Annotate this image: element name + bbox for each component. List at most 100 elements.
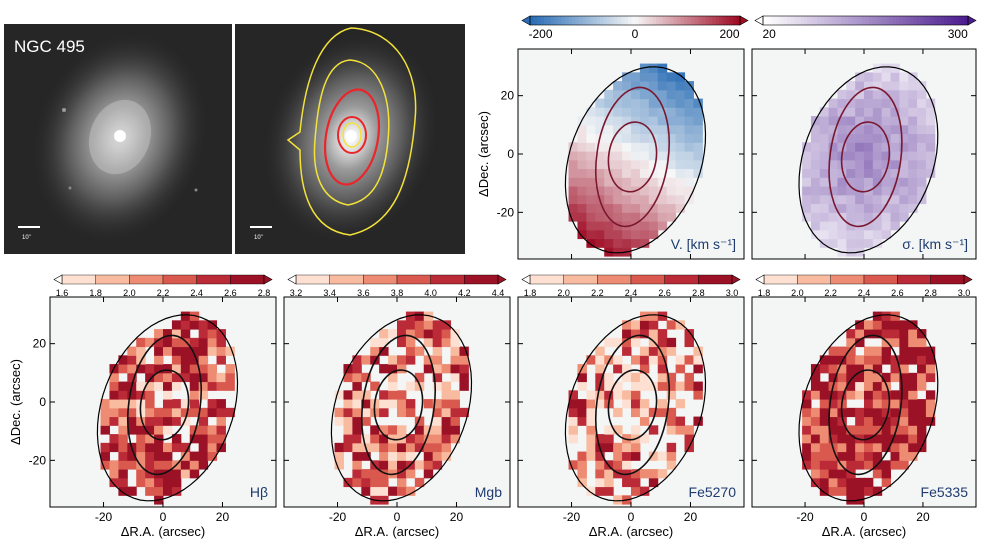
map-pixel (925, 142, 936, 152)
map-pixel (631, 72, 641, 82)
map-pixel (459, 355, 469, 365)
map-pixel (872, 133, 883, 143)
map-pixel (397, 407, 407, 418)
map-pixel (586, 133, 596, 143)
map-pixel (837, 364, 847, 374)
map-pixel (881, 81, 892, 91)
map-pixel (216, 416, 226, 426)
contour-outer (286, 27, 417, 236)
map-pixel (189, 337, 200, 348)
map-pixel (180, 451, 191, 461)
map-pixel (441, 416, 452, 426)
map-pixel (604, 116, 614, 126)
map-pixel (604, 337, 614, 348)
map-pixel (631, 203, 641, 213)
colorbar-tick-label: 200 (719, 27, 739, 41)
map-pixel (881, 407, 892, 418)
map-pixel (819, 434, 830, 444)
map-pixel (225, 372, 235, 383)
map-pixel (379, 460, 389, 470)
colorbar-segment (701, 16, 706, 25)
colorbar-segment (575, 16, 580, 25)
map-pixel (802, 425, 812, 435)
map-pixel (198, 381, 209, 391)
colorbar-segment (892, 16, 897, 25)
map-pixel (388, 381, 398, 391)
map-pixel (604, 425, 614, 435)
colorbar-segment (786, 16, 791, 25)
map-pixel (595, 124, 605, 135)
map-pixel (189, 372, 200, 383)
map-pixel (846, 124, 856, 135)
map-pixel (908, 89, 918, 100)
map-pixel (675, 116, 686, 126)
map-pixel (828, 177, 838, 187)
map-pixel (613, 238, 623, 248)
colorbar-segment (568, 16, 573, 25)
map-pixel (908, 116, 918, 126)
colorbar-tick-label: 1.8 (89, 288, 102, 298)
map-pixel (684, 89, 694, 100)
map-pixel (802, 168, 812, 178)
map-pixel (127, 390, 137, 400)
map-pixel (154, 381, 164, 391)
map-pixel (899, 151, 909, 161)
colorbar-arrow-right (731, 274, 741, 285)
colorbar-segment (593, 16, 598, 25)
map-pixel (925, 372, 936, 383)
map-pixel (693, 124, 703, 135)
colorbar-segment (916, 16, 921, 25)
map-pixel (639, 151, 650, 161)
map-pixel (586, 142, 596, 152)
index-map-2: -20 0 20 ΔR.A. (arcsec) Fe5270 (517, 296, 745, 539)
map-pixel (657, 372, 668, 383)
map-pixel (872, 416, 883, 426)
map-pixel (136, 337, 146, 348)
map-pixel (198, 390, 209, 400)
map-pixel (343, 399, 353, 409)
map-pixel (899, 133, 909, 143)
colorbar-segment (698, 16, 703, 25)
map-pixel (639, 89, 650, 100)
map-pixel (872, 177, 883, 187)
map-pixel (881, 329, 892, 339)
colorbar-tick-label: 3.6 (357, 288, 370, 298)
map-pixel (405, 442, 416, 453)
map-pixel (450, 346, 460, 356)
map-pixel (899, 372, 909, 383)
map-pixel (352, 381, 362, 391)
y-tick-label: -20 (29, 453, 47, 467)
map-pixel (207, 346, 218, 356)
colorbar-tick-label: 3.0 (726, 288, 739, 298)
colorbar-segment (712, 16, 717, 25)
map-pixel (631, 372, 641, 383)
map-pixel (622, 116, 632, 126)
map-pixel (613, 390, 623, 400)
map-pixel (890, 320, 900, 330)
map-pixel (890, 399, 900, 409)
map-pixel (118, 486, 128, 496)
map-pixel (666, 159, 677, 170)
map-pixel (604, 203, 614, 213)
colorbar-segment (930, 16, 935, 25)
map-pixel (189, 451, 200, 461)
map-pixel (837, 434, 847, 444)
map-pixel (352, 390, 362, 400)
map-pixel (577, 451, 587, 461)
map-pixel (118, 425, 128, 435)
map-pixel (802, 399, 812, 409)
map-pixel (198, 407, 209, 418)
x-tick-label: 20 (216, 510, 230, 524)
map-pixel (127, 407, 137, 418)
colorbar-tick-label: 1.8 (524, 288, 537, 298)
map-pixel (639, 346, 650, 356)
map-pixel (361, 477, 371, 488)
map-pixel (675, 151, 686, 161)
ellipse-inner (840, 121, 891, 193)
colorbar-segment (909, 16, 914, 25)
map-pixel (666, 186, 677, 196)
map-pixel (441, 329, 452, 339)
map-pixel (657, 159, 668, 170)
map-pixel (432, 346, 443, 356)
map-pixel (864, 364, 874, 374)
